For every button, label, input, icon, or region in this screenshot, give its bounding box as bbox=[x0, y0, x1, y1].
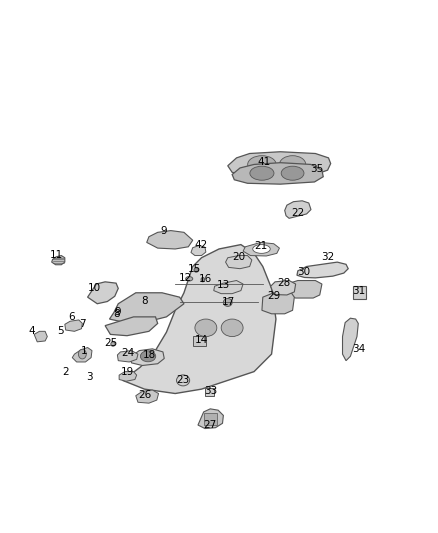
Polygon shape bbox=[285, 201, 311, 219]
Polygon shape bbox=[117, 351, 138, 362]
Polygon shape bbox=[262, 293, 294, 314]
Ellipse shape bbox=[177, 375, 190, 386]
Polygon shape bbox=[147, 231, 193, 249]
Text: 2: 2 bbox=[62, 367, 69, 377]
Text: 14: 14 bbox=[195, 335, 208, 345]
Text: 21: 21 bbox=[254, 241, 267, 251]
Text: 27: 27 bbox=[204, 421, 217, 431]
Ellipse shape bbox=[195, 319, 217, 336]
Ellipse shape bbox=[247, 156, 276, 173]
Text: 12: 12 bbox=[179, 273, 192, 283]
Text: 9: 9 bbox=[160, 225, 167, 236]
Text: 13: 13 bbox=[217, 280, 230, 290]
Polygon shape bbox=[214, 280, 243, 294]
Polygon shape bbox=[119, 372, 137, 381]
Ellipse shape bbox=[221, 319, 243, 336]
Polygon shape bbox=[52, 255, 65, 265]
Text: 22: 22 bbox=[291, 208, 304, 218]
Text: 24: 24 bbox=[121, 348, 134, 358]
Polygon shape bbox=[243, 243, 279, 256]
Text: 5: 5 bbox=[57, 326, 64, 336]
Text: 29: 29 bbox=[268, 291, 281, 301]
Polygon shape bbox=[65, 320, 82, 332]
Polygon shape bbox=[232, 163, 323, 184]
Polygon shape bbox=[191, 246, 206, 255]
Text: 15: 15 bbox=[187, 264, 201, 273]
Polygon shape bbox=[198, 409, 223, 429]
Polygon shape bbox=[297, 262, 348, 278]
Polygon shape bbox=[72, 348, 92, 362]
Text: 35: 35 bbox=[310, 164, 323, 174]
Text: 25: 25 bbox=[104, 338, 117, 348]
Text: 26: 26 bbox=[138, 390, 151, 400]
Text: 20: 20 bbox=[232, 252, 245, 262]
Text: 7: 7 bbox=[79, 319, 86, 329]
Text: 17: 17 bbox=[222, 297, 235, 308]
Ellipse shape bbox=[250, 166, 274, 180]
Polygon shape bbox=[88, 282, 118, 304]
Text: 9: 9 bbox=[114, 308, 121, 318]
Text: 4: 4 bbox=[28, 326, 35, 336]
Bar bbox=[193, 336, 206, 346]
Text: 16: 16 bbox=[198, 274, 212, 284]
Text: 3: 3 bbox=[86, 373, 93, 382]
Polygon shape bbox=[136, 390, 159, 403]
Text: 28: 28 bbox=[277, 278, 290, 288]
Text: 6: 6 bbox=[68, 312, 75, 322]
Bar bbox=[353, 286, 366, 300]
Text: 8: 8 bbox=[113, 309, 120, 319]
Polygon shape bbox=[34, 332, 47, 342]
Polygon shape bbox=[271, 280, 296, 295]
Polygon shape bbox=[105, 317, 158, 336]
Polygon shape bbox=[343, 318, 358, 361]
Polygon shape bbox=[287, 280, 322, 298]
Text: 19: 19 bbox=[120, 367, 134, 377]
Text: 34: 34 bbox=[353, 344, 366, 354]
Ellipse shape bbox=[78, 349, 86, 359]
Text: 1: 1 bbox=[81, 345, 88, 356]
Ellipse shape bbox=[111, 342, 115, 346]
Ellipse shape bbox=[201, 278, 205, 282]
Text: 42: 42 bbox=[194, 240, 207, 251]
Polygon shape bbox=[123, 245, 276, 393]
Bar bbox=[205, 388, 214, 396]
Polygon shape bbox=[228, 152, 331, 176]
Bar bbox=[204, 413, 217, 425]
Ellipse shape bbox=[279, 156, 306, 173]
Ellipse shape bbox=[281, 166, 304, 180]
Ellipse shape bbox=[186, 277, 193, 281]
Ellipse shape bbox=[223, 298, 232, 306]
Text: 11: 11 bbox=[49, 249, 63, 260]
Text: 18: 18 bbox=[143, 350, 156, 360]
Ellipse shape bbox=[194, 268, 198, 272]
Text: 23: 23 bbox=[177, 375, 190, 384]
Text: 32: 32 bbox=[321, 252, 334, 262]
Polygon shape bbox=[226, 255, 252, 269]
Text: 41: 41 bbox=[257, 157, 270, 167]
Ellipse shape bbox=[253, 245, 270, 253]
Text: 33: 33 bbox=[204, 386, 217, 397]
Polygon shape bbox=[110, 293, 184, 324]
Text: 8: 8 bbox=[141, 296, 148, 306]
Text: 31: 31 bbox=[353, 286, 366, 296]
Polygon shape bbox=[131, 349, 164, 366]
Text: 30: 30 bbox=[297, 266, 310, 277]
Ellipse shape bbox=[140, 351, 156, 362]
Text: 10: 10 bbox=[88, 282, 101, 293]
